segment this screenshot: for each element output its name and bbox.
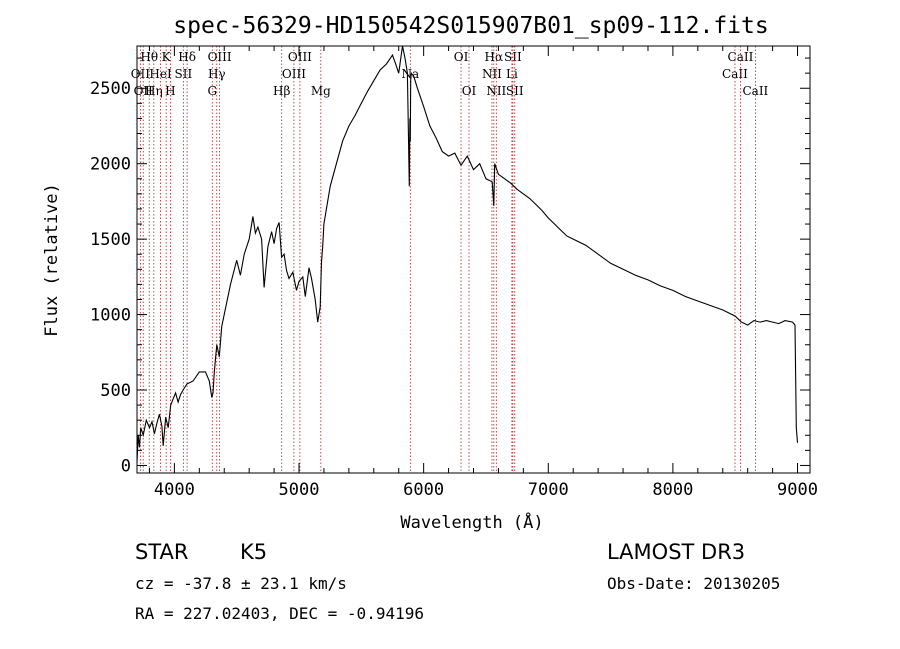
marker-label: Mg [311, 84, 331, 98]
chart-title: spec-56329-HD150542S015907B01_sp09-112.f… [173, 13, 768, 39]
marker-label: Hγ [208, 67, 226, 81]
survey-name: LAMOST DR3 [607, 540, 746, 564]
marker-label: CaII [742, 84, 768, 98]
marker-label: G [207, 84, 217, 98]
marker-label: OII [134, 84, 154, 98]
line-markers: OIIOIIHθHηHeIKHSIIHδGHγOIIIHβOIIIOIIIMgN… [131, 46, 769, 473]
marker-label: Hβ [273, 84, 290, 98]
marker-label: CaII [728, 50, 754, 64]
x-axis: 4000 5000 6000 7000 8000 9000 [148, 46, 818, 500]
object-subclass: K5 [240, 540, 268, 564]
y-axis-label: Flux (relative) [42, 183, 62, 337]
coordinates: RA = 227.02403, DEC = -0.94196 [135, 604, 424, 623]
marker-label: SII [175, 67, 193, 81]
plot-frame [136, 45, 811, 474]
y-axis: 0 500 1000 1500 2000 2500 [90, 57, 810, 476]
marker-label: OI [454, 50, 469, 64]
object-class: STAR [135, 540, 189, 564]
marker-label: H [165, 84, 175, 98]
y-tick-label: 500 [100, 381, 131, 401]
marker-label: Li [506, 67, 518, 81]
marker-label: SII [504, 50, 522, 64]
x-tick-label: 7000 [528, 480, 569, 500]
marker-label: K [162, 50, 172, 64]
marker-label: Hη [145, 84, 163, 98]
y-tick-label: 2500 [90, 79, 131, 99]
x-axis-label: Wavelength (Å) [400, 511, 543, 533]
spectrum-line [136, 45, 799, 463]
x-tick-label: 5000 [279, 480, 320, 500]
marker-label: Na [401, 67, 419, 81]
marker-label: OI [462, 84, 477, 98]
marker-label: OIII [208, 50, 232, 64]
y-tick-label: 2000 [90, 155, 131, 175]
redshift-cz: cz = -37.8 ± 23.1 km/s [135, 574, 347, 593]
marker-label: CaII [722, 67, 748, 81]
x-tick-label: 4000 [154, 480, 195, 500]
marker-label: OIII [282, 67, 306, 81]
marker-label: OII [131, 67, 151, 81]
y-tick-label: 1000 [90, 306, 131, 326]
marker-label: NII [486, 84, 506, 98]
marker-label: SII [506, 84, 524, 98]
y-tick-label: 1500 [90, 230, 131, 250]
marker-label: NII [482, 67, 502, 81]
marker-label: Hθ [140, 50, 158, 64]
x-tick-label: 8000 [652, 480, 693, 500]
marker-label: Hα [485, 50, 504, 64]
marker-label: Hδ [178, 50, 196, 64]
marker-label: HeI [149, 67, 172, 81]
x-tick-label: 6000 [403, 480, 444, 500]
marker-label: OIII [288, 50, 312, 64]
x-tick-label: 9000 [777, 480, 818, 500]
obs-date: Obs-Date: 20130205 [607, 574, 781, 593]
y-tick-label: 0 [121, 456, 131, 476]
